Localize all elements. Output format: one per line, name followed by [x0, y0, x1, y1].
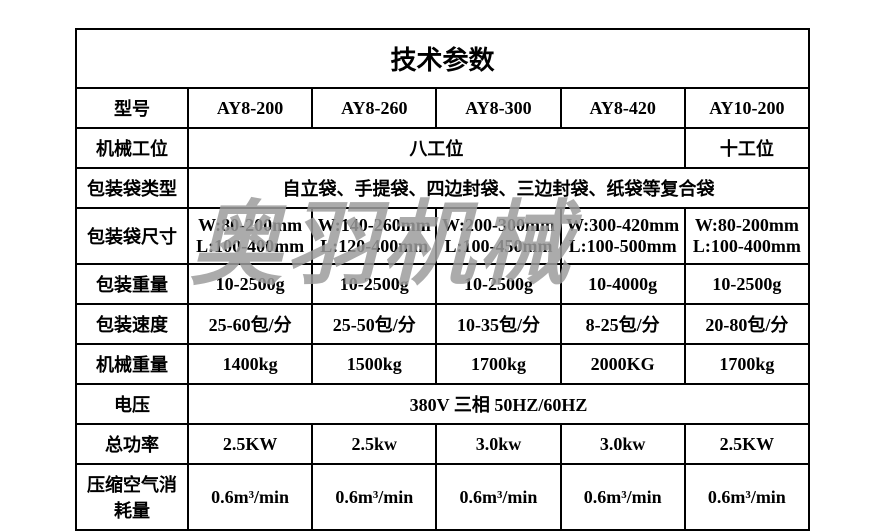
pack-speed-1: 25-50包/分 [312, 304, 436, 344]
table-title: 技术参数 [76, 29, 809, 88]
header-model: 型号 [76, 88, 188, 128]
model-4: AY10-200 [685, 88, 809, 128]
header-station: 机械工位 [76, 128, 188, 168]
model-2: AY8-300 [436, 88, 560, 128]
pack-weight-2: 10-2500g [436, 264, 560, 304]
header-bag-size: 包装袋尺寸 [76, 208, 188, 264]
power-2: 3.0kw [436, 424, 560, 464]
bag-type-span: 自立袋、手提袋、四边封袋、三边封袋、纸袋等复合袋 [188, 168, 809, 208]
pack-speed-4: 20-80包/分 [685, 304, 809, 344]
pack-weight-4: 10-2500g [685, 264, 809, 304]
air-3: 0.6m³/min [561, 464, 685, 530]
bag-size-2: W:200-300mm L:100-450mm [436, 208, 560, 264]
header-machine-weight: 机械重量 [76, 344, 188, 384]
machine-weight-4: 1700kg [685, 344, 809, 384]
header-voltage: 电压 [76, 384, 188, 424]
pack-weight-1: 10-2500g [312, 264, 436, 304]
power-0: 2.5KW [188, 424, 312, 464]
pack-weight-3: 10-4000g [561, 264, 685, 304]
model-3: AY8-420 [561, 88, 685, 128]
header-bag-type: 包装袋类型 [76, 168, 188, 208]
header-pack-weight: 包装重量 [76, 264, 188, 304]
power-3: 3.0kw [561, 424, 685, 464]
pack-speed-2: 10-35包/分 [436, 304, 560, 344]
bag-size-0: W:80-200mm L:100-400mm [188, 208, 312, 264]
voltage-span: 380V 三相 50HZ/60HZ [188, 384, 809, 424]
header-power: 总功率 [76, 424, 188, 464]
header-pack-speed: 包装速度 [76, 304, 188, 344]
model-1: AY8-260 [312, 88, 436, 128]
pack-weight-0: 10-2500g [188, 264, 312, 304]
air-0: 0.6m³/min [188, 464, 312, 530]
spec-table: 技术参数 型号 AY8-200 AY8-260 AY8-300 AY8-420 … [75, 28, 810, 531]
air-4: 0.6m³/min [685, 464, 809, 530]
machine-weight-2: 1700kg [436, 344, 560, 384]
power-4: 2.5KW [685, 424, 809, 464]
model-0: AY8-200 [188, 88, 312, 128]
bag-size-4: W:80-200mm L:100-400mm [685, 208, 809, 264]
pack-speed-0: 25-60包/分 [188, 304, 312, 344]
power-1: 2.5kw [312, 424, 436, 464]
bag-size-1: W:140-260mm L:120-400mm [312, 208, 436, 264]
air-1: 0.6m³/min [312, 464, 436, 530]
header-air: 压缩空气消耗量 [76, 464, 188, 530]
station-span: 八工位 [188, 128, 685, 168]
bag-size-3: W:300-420mm L:100-500mm [561, 208, 685, 264]
machine-weight-1: 1500kg [312, 344, 436, 384]
machine-weight-3: 2000KG [561, 344, 685, 384]
air-2: 0.6m³/min [436, 464, 560, 530]
machine-weight-0: 1400kg [188, 344, 312, 384]
station-last: 十工位 [685, 128, 809, 168]
pack-speed-3: 8-25包/分 [561, 304, 685, 344]
